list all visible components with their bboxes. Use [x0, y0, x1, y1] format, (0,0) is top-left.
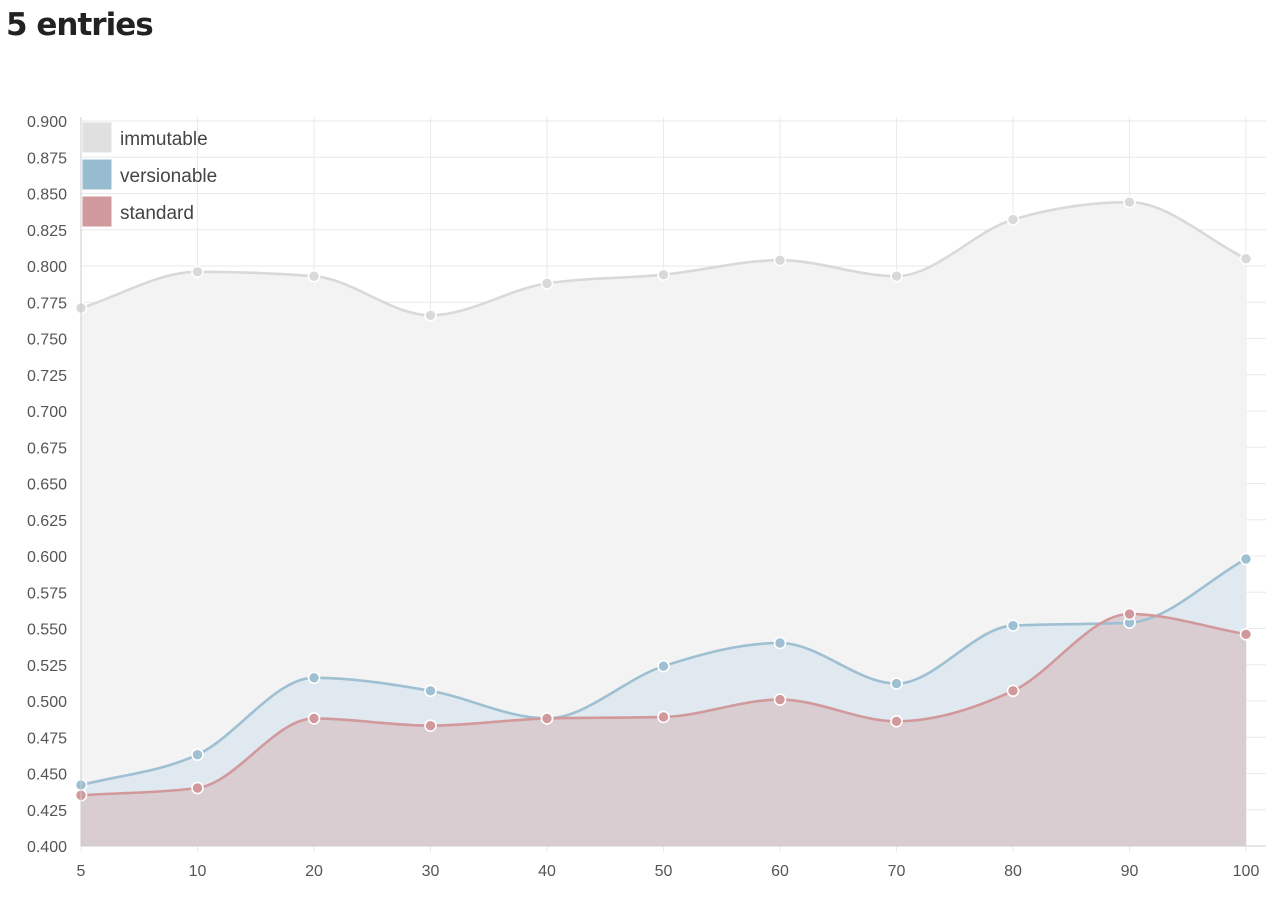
y-tick-label: 0.850	[27, 187, 67, 204]
point-versionable[interactable]	[657, 659, 670, 673]
legend-swatch-immutable	[81, 121, 113, 154]
point-immutable[interactable]	[890, 269, 903, 283]
point-versionable[interactable]	[890, 677, 903, 690]
y-tick-label: 0.475	[27, 730, 67, 747]
point-immutable[interactable]	[307, 269, 321, 283]
point-versionable[interactable]	[1006, 619, 1020, 632]
y-tick-label: 0.800	[27, 259, 67, 276]
point-standard[interactable]	[1006, 684, 1020, 698]
legend-label-versionable: versionable	[120, 166, 217, 187]
x-tick-label: 80	[1004, 863, 1022, 880]
y-tick-label: 0.575	[27, 585, 67, 602]
legend-swatch-versionable	[81, 158, 113, 191]
point-immutable[interactable]	[773, 253, 787, 267]
legend: immutable versionable standard	[81, 121, 217, 228]
y-tick-label: 0.400	[27, 839, 67, 856]
point-immutable[interactable]	[191, 265, 204, 279]
point-versionable[interactable]	[1239, 552, 1253, 566]
point-immutable[interactable]	[657, 268, 670, 282]
axes: 0.900 0.875 0.850 0.825 0.800 0.775 0.750 0.725…	[27, 114, 1266, 880]
point-versionable[interactable]	[424, 684, 437, 698]
x-tick-label: 5	[77, 863, 86, 880]
point-versionable[interactable]	[773, 636, 787, 650]
y-tick-label: 0.525	[27, 658, 67, 675]
point-immutable[interactable]	[1239, 252, 1253, 266]
x-tick-label: 100	[1233, 863, 1260, 880]
y-tick-label: 0.425	[27, 803, 67, 820]
point-standard[interactable]	[890, 714, 903, 728]
legend-label-standard: standard	[120, 203, 194, 224]
series-areas	[81, 202, 1246, 846]
y-tick-label: 0.450	[27, 767, 67, 784]
y-tick-label: 0.700	[27, 404, 67, 421]
point-versionable[interactable]	[191, 748, 204, 761]
legend-label-immutable: immutable	[120, 129, 208, 150]
point-immutable[interactable]	[424, 308, 437, 322]
x-tick-label: 10	[189, 863, 207, 880]
legend-swatch-standard	[81, 195, 113, 228]
point-standard[interactable]	[773, 693, 787, 706]
point-standard[interactable]	[1239, 627, 1253, 641]
y-tick-label: 0.775	[27, 295, 67, 312]
y-tick-label: 0.875	[27, 150, 67, 167]
point-standard[interactable]	[1123, 607, 1136, 621]
x-tick-label: 20	[305, 863, 323, 880]
x-tick-label: 70	[888, 863, 906, 880]
y-tick-label: 0.500	[27, 694, 67, 711]
y-tick-label: 0.900	[27, 114, 67, 131]
y-tick-label: 0.750	[27, 332, 67, 349]
y-tick-label: 0.550	[27, 622, 67, 639]
x-tick-label: 40	[538, 863, 556, 880]
point-standard[interactable]	[307, 712, 321, 725]
y-tick-label: 0.825	[27, 223, 67, 240]
y-tick-label: 0.725	[27, 368, 67, 385]
x-tick-label: 30	[422, 863, 440, 880]
area-standard	[81, 614, 1246, 846]
y-tick-label: 0.675	[27, 440, 67, 457]
x-tick-label: 60	[771, 863, 789, 880]
page-title: 5 entries	[6, 7, 154, 43]
point-standard[interactable]	[540, 712, 554, 725]
point-immutable[interactable]	[540, 277, 554, 290]
data-points	[74, 195, 1253, 802]
point-immutable[interactable]	[1123, 195, 1136, 209]
point-standard[interactable]	[424, 719, 437, 732]
x-tick-label: 50	[655, 863, 673, 880]
x-tick-label: 90	[1121, 863, 1139, 880]
point-standard[interactable]	[657, 710, 670, 724]
point-immutable[interactable]	[1006, 213, 1020, 226]
point-versionable[interactable]	[307, 671, 321, 685]
y-tick-label: 0.600	[27, 549, 67, 566]
y-tick-label: 0.650	[27, 477, 67, 494]
point-standard[interactable]	[191, 781, 204, 795]
y-tick-label: 0.625	[27, 513, 67, 530]
